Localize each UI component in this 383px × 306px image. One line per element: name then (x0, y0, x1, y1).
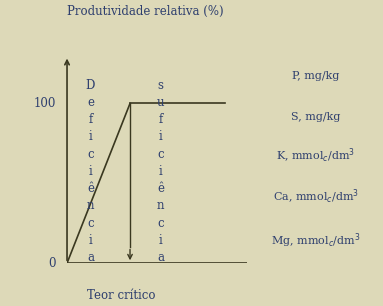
Text: n: n (157, 200, 164, 212)
Text: c: c (87, 147, 94, 161)
Text: i: i (88, 165, 92, 178)
Text: Ca, mmol$_c$/dm$^3$: Ca, mmol$_c$/dm$^3$ (273, 188, 359, 206)
Text: K, mmol$_c$/dm$^3$: K, mmol$_c$/dm$^3$ (277, 147, 355, 165)
Text: i: i (159, 234, 162, 247)
Text: ê: ê (87, 182, 94, 195)
Text: n: n (87, 200, 94, 212)
Text: u: u (157, 96, 164, 109)
Text: s: s (158, 79, 164, 91)
Text: Teor crítico: Teor crítico (87, 289, 155, 302)
Text: c: c (87, 217, 94, 230)
Text: a: a (157, 251, 164, 264)
Text: ê: ê (157, 182, 164, 195)
Text: c: c (157, 217, 164, 230)
Text: f: f (159, 113, 163, 126)
Text: f: f (88, 113, 93, 126)
Text: i: i (88, 234, 92, 247)
Text: P, mg/kg: P, mg/kg (292, 71, 340, 81)
Text: 100: 100 (34, 97, 56, 110)
Text: i: i (159, 130, 162, 143)
Text: D: D (86, 79, 95, 91)
Text: i: i (159, 165, 162, 178)
Text: Mg, mmol$_c$/dm$^3$: Mg, mmol$_c$/dm$^3$ (271, 232, 361, 250)
Text: i: i (88, 130, 92, 143)
Text: a: a (87, 251, 94, 264)
Text: e: e (87, 96, 94, 109)
Text: Produtividade relativa (%): Produtividade relativa (%) (67, 6, 224, 18)
Text: c: c (157, 147, 164, 161)
Text: S, mg/kg: S, mg/kg (291, 112, 340, 122)
Text: 0: 0 (49, 257, 56, 270)
